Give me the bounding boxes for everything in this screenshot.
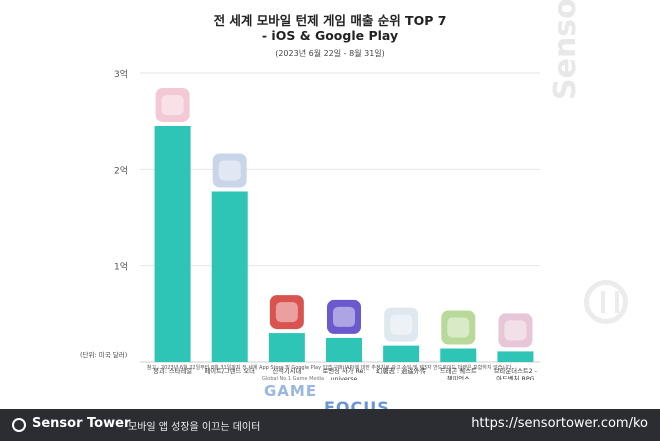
x-tick-label: 幻唐志 : 逍遥外传 bbox=[376, 366, 426, 375]
x-tick-label: 브라운더스트2 -아드벤처 RPG bbox=[494, 366, 537, 380]
footer-brand: Sensor Tower bbox=[32, 416, 131, 431]
x-tick-label-line: 페이트/그랜드 오더 bbox=[204, 366, 254, 375]
gamefocus-tagline: Global No.1 Game Media bbox=[262, 376, 325, 382]
footer-bar: Sensor Tower 모바일 앱 성장을 이끄는 데이터 https://s… bbox=[0, 409, 660, 441]
app-icon-highlight bbox=[218, 160, 241, 181]
bar bbox=[383, 345, 420, 362]
chart-title: 전 세계 모바일 턴제 게임 매출 순위 TOP 7 bbox=[213, 13, 447, 28]
app-icon bbox=[269, 295, 304, 330]
x-tick-label: 드래곤 퀘스트 챔피언스 bbox=[440, 366, 477, 380]
chart-subtitle: - iOS & Google Play bbox=[261, 28, 399, 43]
gamefocus-game-text: GAME bbox=[264, 382, 318, 400]
y-tick-label: 1억 bbox=[114, 261, 128, 273]
footer-tagline: 모바일 앱 성장을 이끄는 데이터 bbox=[128, 422, 261, 433]
app-icon bbox=[155, 87, 190, 122]
app-icon-highlight bbox=[390, 314, 413, 335]
bar bbox=[497, 351, 534, 362]
app-icon bbox=[384, 307, 419, 342]
sensortower-watermark-logo-icon bbox=[584, 280, 628, 324]
x-tick-label: 페이트/그랜드 오더 bbox=[204, 366, 254, 375]
x-tick-label-line: 幻唐志 : 逍遥外传 bbox=[376, 366, 426, 375]
footnote: 참고 : 2023년 6월 22일부터 8월 31일까지 전 세계 App St… bbox=[146, 365, 514, 371]
y-tick-label: 3억 bbox=[114, 68, 128, 80]
bar bbox=[154, 125, 191, 362]
x-tick-label-line: 챔피언스 bbox=[447, 374, 470, 380]
app-icon-highlight bbox=[333, 306, 355, 327]
app-icon-highlight bbox=[504, 320, 527, 341]
x-tick-label-line: 로맨싱 사가 Re: bbox=[322, 366, 365, 375]
x-tick-label: 붕괴: 스타레일 bbox=[153, 366, 192, 375]
x-tick-label-line: 브라운더스트2 - bbox=[494, 366, 537, 375]
x-tick-label-line: 신석기시대 bbox=[272, 366, 301, 375]
x-tick-label-line: universe bbox=[330, 376, 357, 380]
chart-period: (2023년 6월 22일 - 8월 31일) bbox=[275, 49, 385, 58]
bar bbox=[326, 337, 362, 362]
bar bbox=[268, 333, 305, 362]
x-tick-label: 신석기시대 bbox=[272, 366, 301, 375]
unit-label: (단위: 미국 달러) bbox=[80, 350, 127, 359]
app-icon bbox=[327, 299, 361, 334]
bar-chart: 1억 2억 3억 (단위: 미국 달러) 붕괴: 스타레일 페이트/그랜드 오더 신석기시대… bbox=[80, 68, 540, 380]
app-icon bbox=[212, 153, 247, 188]
app-icon-highlight bbox=[447, 317, 470, 338]
x-tick-label-line: 아드벤처 RPG bbox=[496, 374, 534, 380]
sensortower-logo-icon bbox=[12, 418, 26, 432]
x-tick-label: 로맨싱 사가 Re: universe bbox=[322, 366, 365, 380]
app-icon bbox=[498, 313, 533, 348]
bar bbox=[440, 348, 477, 362]
y-tick-label: 2억 bbox=[114, 164, 128, 176]
bar bbox=[211, 191, 248, 362]
app-icon-highlight bbox=[275, 302, 298, 323]
app-icon-highlight bbox=[161, 94, 184, 115]
footer-url[interactable]: https://sensortower.com/ko bbox=[471, 416, 648, 431]
x-tick-label-line: 붕괴: 스타레일 bbox=[153, 366, 192, 375]
x-tick-label-line: 드래곤 퀘스트 bbox=[440, 366, 477, 375]
app-icon bbox=[441, 310, 476, 345]
